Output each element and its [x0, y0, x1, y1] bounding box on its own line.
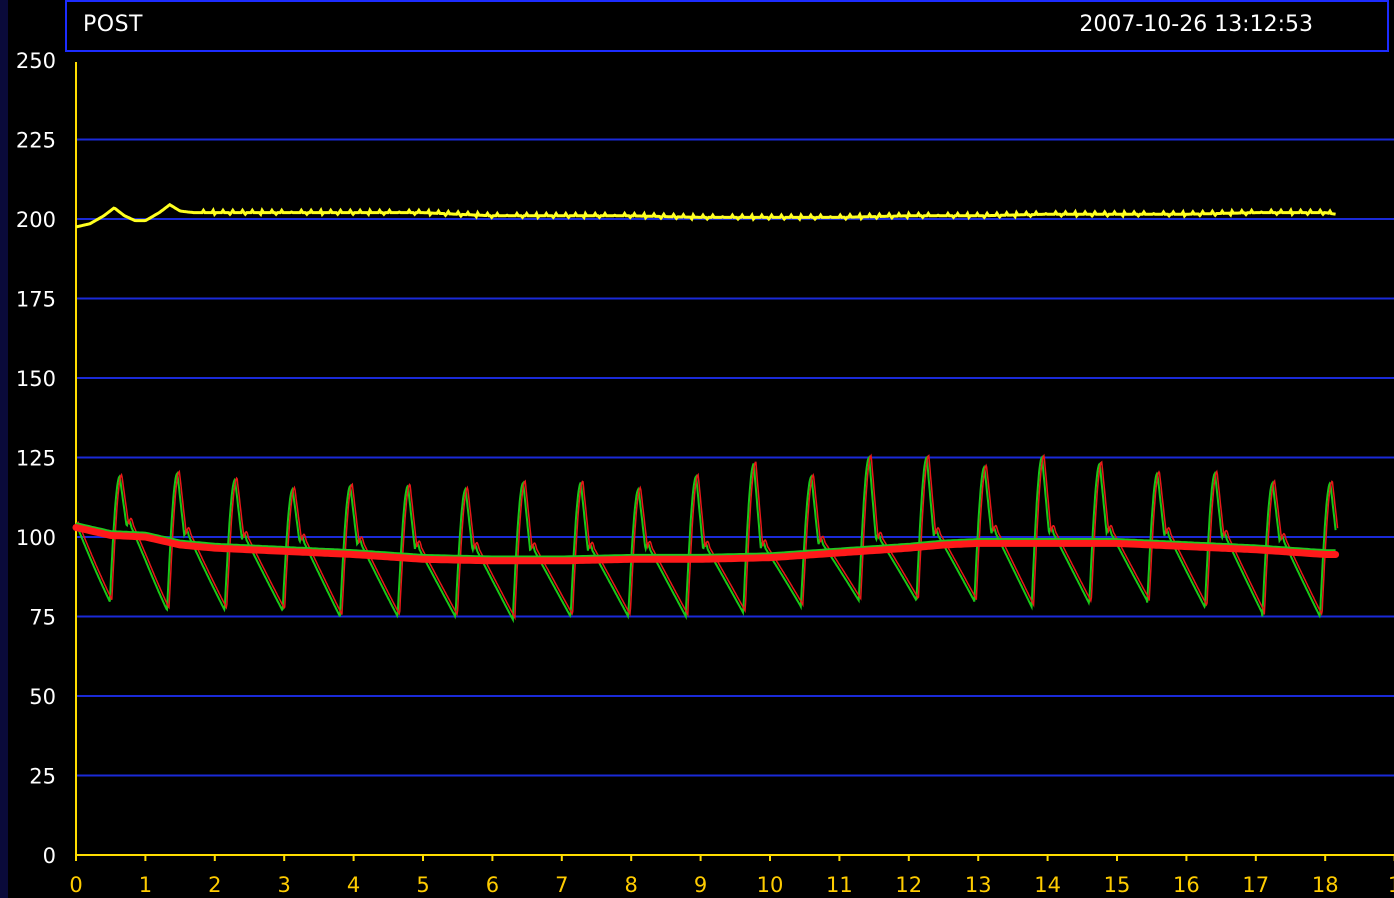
x-tick-label-3: 3	[278, 873, 291, 897]
x-tick-label-8: 8	[625, 873, 638, 897]
y-tick-label-0: 0	[43, 844, 56, 868]
x-tick-label-11: 11	[826, 873, 853, 897]
x-tick-label-9: 9	[694, 873, 707, 897]
series-trend-green	[75, 522, 1336, 559]
x-tick-label-14: 14	[1034, 873, 1061, 897]
x-tick-label-12: 12	[895, 873, 922, 897]
y-tick-label-175: 175	[16, 288, 56, 312]
x-tick-label-16: 16	[1173, 873, 1200, 897]
timestamp: 2007-10-26 13:12:53	[1079, 12, 1313, 37]
x-tick-label-13: 13	[965, 873, 992, 897]
series-trend-red	[72, 524, 1340, 565]
y-tick-label-125: 125	[16, 447, 56, 471]
x-tick-label-10: 10	[757, 873, 784, 897]
y-tick-label-150: 150	[16, 367, 56, 391]
x-tick-label-19: 1	[1388, 873, 1394, 897]
y-tick-label-200: 200	[16, 208, 56, 232]
y-tick-label-50: 50	[29, 685, 56, 709]
x-tick-label-1: 1	[139, 873, 152, 897]
x-tick-label-7: 7	[555, 873, 568, 897]
series-upper-trace	[75, 202, 1336, 229]
x-tick-label-17: 17	[1242, 873, 1269, 897]
x-tick-label-18: 18	[1312, 873, 1339, 897]
x-tick-label-0: 0	[69, 873, 82, 897]
x-tick-label-6: 6	[486, 873, 499, 897]
y-tick-label-100: 100	[16, 526, 56, 550]
x-tick-label-15: 15	[1104, 873, 1131, 897]
y-tick-label-250: 250	[16, 49, 56, 73]
window-edge	[0, 0, 8, 898]
y-tick-label-75: 75	[29, 606, 56, 630]
x-tick-label-2: 2	[208, 873, 221, 897]
chart-title: POST	[83, 12, 143, 37]
x-tick-label-5: 5	[416, 873, 429, 897]
chart-header: POST 2007-10-26 13:12:53	[65, 0, 1389, 52]
y-tick-label-225: 225	[16, 129, 56, 153]
y-tick-label-25: 25	[29, 765, 56, 789]
x-tick-label-4: 4	[347, 873, 360, 897]
